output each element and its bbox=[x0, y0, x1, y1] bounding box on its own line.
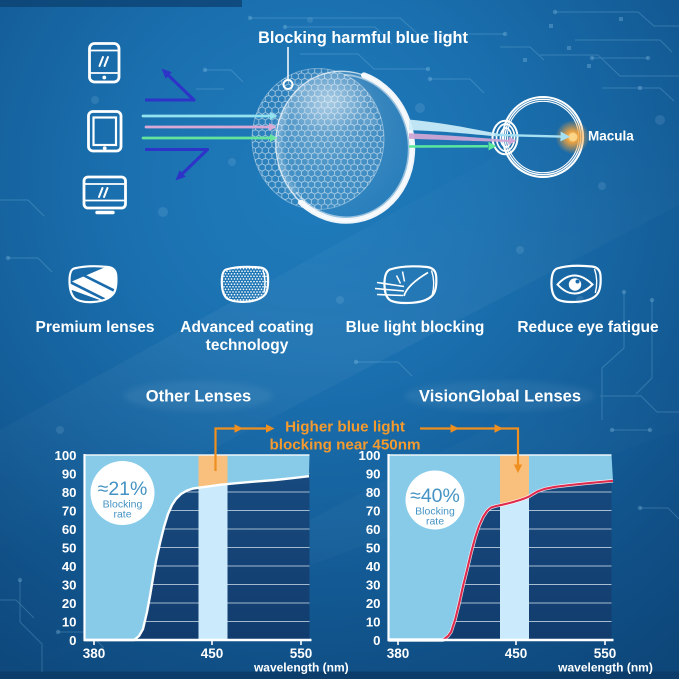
svg-text:technology: technology bbox=[206, 337, 289, 354]
svg-text:Advanced coating: Advanced coating bbox=[180, 319, 314, 336]
svg-text:30: 30 bbox=[366, 578, 381, 593]
svg-text:80: 80 bbox=[62, 485, 77, 500]
svg-text:380: 380 bbox=[83, 646, 106, 661]
svg-text:40: 40 bbox=[366, 559, 381, 574]
svg-text:90: 90 bbox=[62, 467, 77, 482]
svg-text:Reduce eye fatigue: Reduce eye fatigue bbox=[517, 319, 659, 336]
svg-text:Higher blue light: Higher blue light bbox=[285, 419, 405, 436]
svg-text:20: 20 bbox=[62, 596, 77, 611]
svg-text:≈21%: ≈21% bbox=[98, 478, 148, 500]
svg-text:0: 0 bbox=[373, 633, 380, 648]
svg-text:450: 450 bbox=[505, 646, 528, 661]
svg-text:0: 0 bbox=[69, 633, 76, 648]
svg-text:rate: rate bbox=[113, 509, 131, 521]
svg-text:80: 80 bbox=[366, 485, 381, 500]
svg-text:rate: rate bbox=[426, 516, 444, 528]
svg-text:30: 30 bbox=[62, 578, 77, 593]
svg-text:60: 60 bbox=[366, 522, 381, 537]
svg-text:100: 100 bbox=[358, 448, 380, 463]
svg-text:40: 40 bbox=[62, 559, 77, 574]
svg-text:Blocking: Blocking bbox=[103, 499, 143, 511]
svg-text:Premium lenses: Premium lenses bbox=[36, 319, 155, 336]
svg-text:70: 70 bbox=[366, 504, 381, 519]
svg-text:20: 20 bbox=[366, 596, 381, 611]
svg-text:≈40%: ≈40% bbox=[410, 485, 460, 507]
svg-text:50: 50 bbox=[366, 541, 381, 556]
svg-text:60: 60 bbox=[62, 522, 77, 537]
svg-text:Blocking: Blocking bbox=[415, 506, 455, 518]
svg-text:550: 550 bbox=[290, 646, 313, 661]
svg-text:wavelength (nm): wavelength (nm) bbox=[557, 661, 653, 675]
svg-text:550: 550 bbox=[594, 646, 617, 661]
svg-text:wavelength (nm): wavelength (nm) bbox=[253, 661, 349, 675]
svg-text:Blocking harmful blue light: Blocking harmful blue light bbox=[258, 29, 468, 47]
svg-text:10: 10 bbox=[62, 615, 77, 630]
svg-text:VisionGlobal Lenses: VisionGlobal Lenses bbox=[419, 388, 581, 406]
svg-text:450: 450 bbox=[201, 646, 224, 661]
svg-text:50: 50 bbox=[62, 541, 77, 556]
svg-text:100: 100 bbox=[54, 448, 76, 463]
svg-text:Blue light blocking: Blue light blocking bbox=[346, 319, 485, 336]
svg-text:10: 10 bbox=[366, 615, 381, 630]
svg-text:Other Lenses: Other Lenses bbox=[146, 388, 251, 406]
svg-text:380: 380 bbox=[387, 646, 410, 661]
svg-text:Macula: Macula bbox=[588, 129, 634, 144]
svg-text:90: 90 bbox=[366, 467, 381, 482]
svg-text:blocking near 450nm: blocking near 450nm bbox=[269, 437, 420, 454]
svg-text:70: 70 bbox=[62, 504, 77, 519]
